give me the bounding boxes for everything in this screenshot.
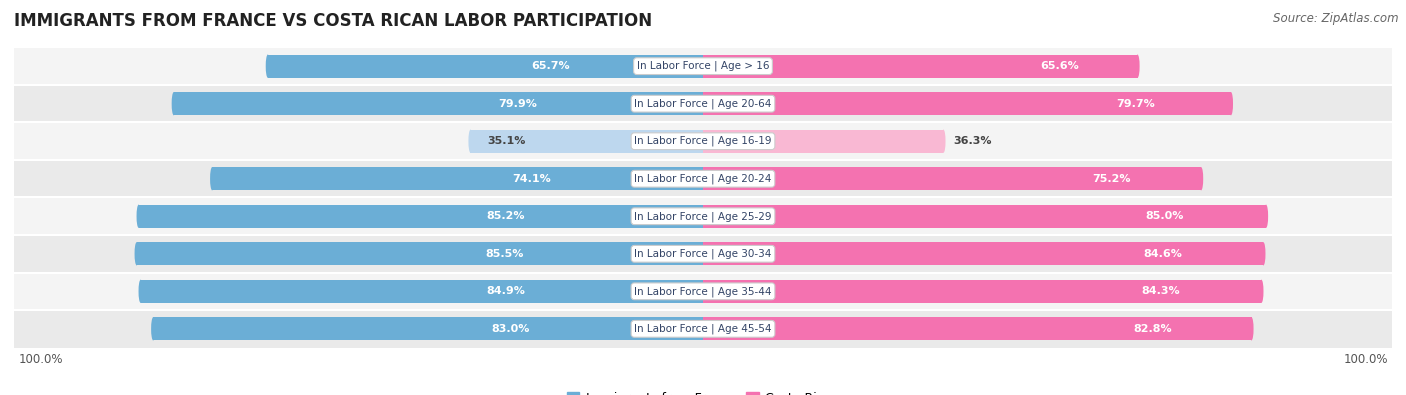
Bar xyxy=(7,85,1399,122)
Bar xyxy=(7,273,1399,310)
Text: In Labor Force | Age 16-19: In Labor Force | Age 16-19 xyxy=(634,136,772,147)
Text: In Labor Force | Age 20-24: In Labor Force | Age 20-24 xyxy=(634,173,772,184)
Bar xyxy=(7,122,1399,160)
Legend: Immigrants from France, Costa Rican: Immigrants from France, Costa Rican xyxy=(564,389,842,395)
Ellipse shape xyxy=(150,317,155,340)
Text: 84.9%: 84.9% xyxy=(486,286,526,296)
Ellipse shape xyxy=(1229,92,1233,115)
Bar xyxy=(136,242,703,265)
Bar xyxy=(703,130,943,153)
Text: 74.1%: 74.1% xyxy=(512,174,551,184)
Bar xyxy=(267,55,703,78)
Text: 79.9%: 79.9% xyxy=(498,99,537,109)
Text: In Labor Force | Age 30-34: In Labor Force | Age 30-34 xyxy=(634,248,772,259)
Text: 75.2%: 75.2% xyxy=(1092,174,1130,184)
Text: Source: ZipAtlas.com: Source: ZipAtlas.com xyxy=(1274,12,1399,25)
Bar xyxy=(703,167,1201,190)
Ellipse shape xyxy=(266,55,270,78)
Text: 85.0%: 85.0% xyxy=(1146,211,1184,221)
Bar xyxy=(703,280,1261,303)
Text: 79.7%: 79.7% xyxy=(1116,99,1156,109)
Bar xyxy=(703,92,1232,115)
Bar xyxy=(7,235,1399,273)
Text: In Labor Force | Age 45-54: In Labor Force | Age 45-54 xyxy=(634,324,772,334)
Ellipse shape xyxy=(209,167,214,190)
Bar xyxy=(703,55,1137,78)
Bar xyxy=(471,130,703,153)
Bar xyxy=(141,280,703,303)
Text: 82.8%: 82.8% xyxy=(1133,324,1173,334)
Ellipse shape xyxy=(135,242,139,265)
Text: In Labor Force | Age 20-64: In Labor Force | Age 20-64 xyxy=(634,98,772,109)
Text: IMMIGRANTS FROM FRANCE VS COSTA RICAN LABOR PARTICIPATION: IMMIGRANTS FROM FRANCE VS COSTA RICAN LA… xyxy=(14,12,652,30)
Text: 84.6%: 84.6% xyxy=(1143,249,1182,259)
Bar xyxy=(703,317,1251,340)
Bar xyxy=(153,317,703,340)
Ellipse shape xyxy=(468,130,472,153)
Text: In Labor Force | Age 35-44: In Labor Force | Age 35-44 xyxy=(634,286,772,297)
Bar xyxy=(7,198,1399,235)
Bar xyxy=(703,242,1264,265)
Bar xyxy=(174,92,703,115)
Ellipse shape xyxy=(136,205,141,228)
Bar xyxy=(7,160,1399,198)
Ellipse shape xyxy=(1250,317,1254,340)
Text: 83.0%: 83.0% xyxy=(491,324,530,334)
Text: In Labor Force | Age 25-29: In Labor Force | Age 25-29 xyxy=(634,211,772,222)
Ellipse shape xyxy=(942,130,945,153)
Ellipse shape xyxy=(139,280,142,303)
Text: 65.6%: 65.6% xyxy=(1040,61,1078,71)
Ellipse shape xyxy=(1260,280,1264,303)
Bar xyxy=(7,310,1399,348)
Text: 65.7%: 65.7% xyxy=(531,61,569,71)
Text: 84.3%: 84.3% xyxy=(1142,286,1180,296)
Text: In Labor Force | Age > 16: In Labor Force | Age > 16 xyxy=(637,61,769,71)
Text: 85.2%: 85.2% xyxy=(486,211,524,221)
Text: 36.3%: 36.3% xyxy=(953,136,991,146)
Ellipse shape xyxy=(172,92,176,115)
Text: 35.1%: 35.1% xyxy=(486,136,526,146)
Ellipse shape xyxy=(1264,205,1268,228)
Bar xyxy=(212,167,703,190)
Ellipse shape xyxy=(1199,167,1204,190)
Bar xyxy=(7,47,1399,85)
Ellipse shape xyxy=(1136,55,1140,78)
Bar xyxy=(703,205,1265,228)
Text: 85.5%: 85.5% xyxy=(485,249,524,259)
Ellipse shape xyxy=(1261,242,1265,265)
Bar xyxy=(139,205,703,228)
